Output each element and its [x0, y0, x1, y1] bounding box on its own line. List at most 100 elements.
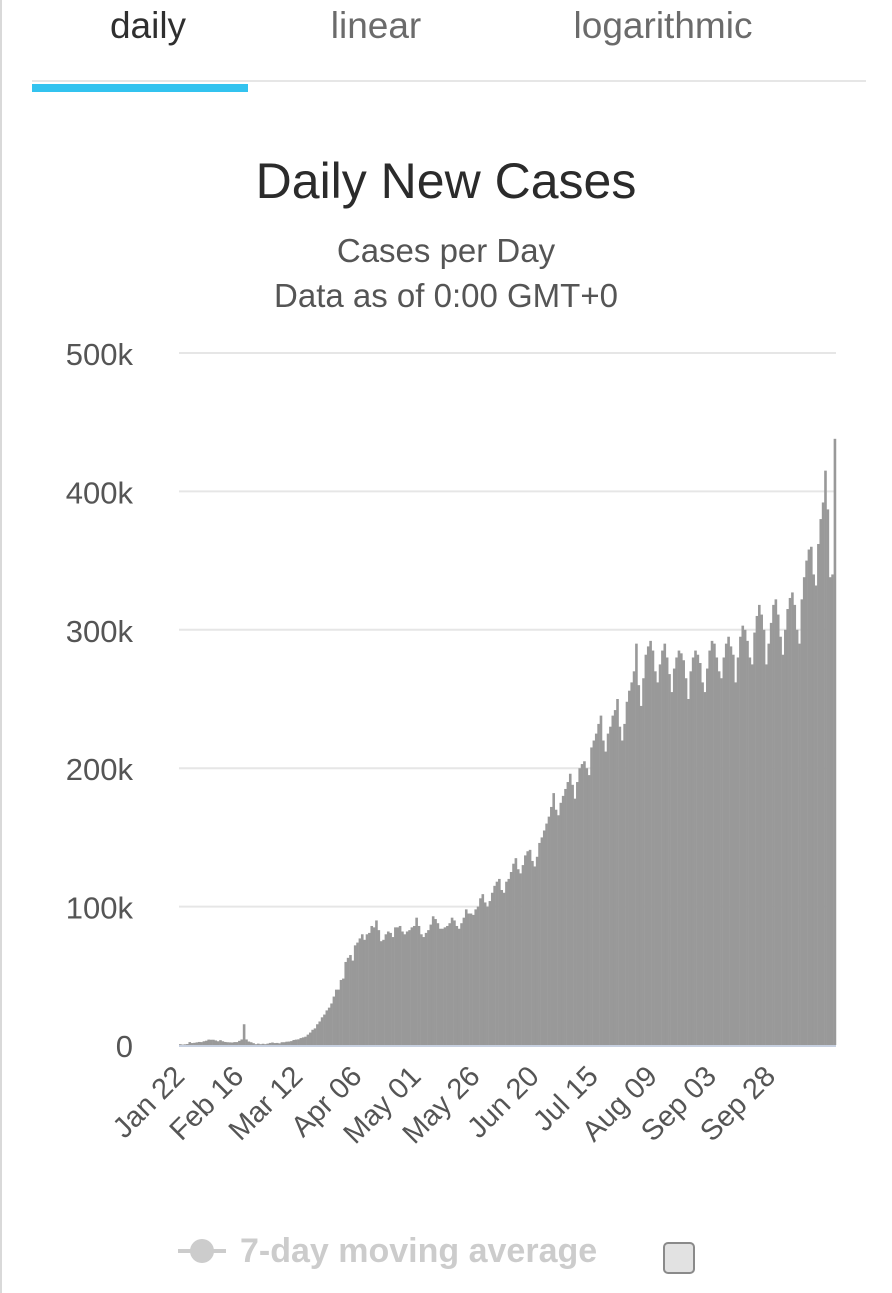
bar	[713, 643, 716, 1045]
legend-moving-average[interactable]: 7-day moving average	[178, 1228, 597, 1274]
bar	[545, 823, 548, 1045]
bar	[661, 650, 664, 1045]
bar	[197, 1041, 201, 1045]
bar	[564, 788, 567, 1045]
bar	[216, 1041, 220, 1045]
bar	[793, 604, 797, 1045]
bar	[670, 692, 674, 1045]
bar	[729, 646, 733, 1045]
bar	[602, 740, 605, 1045]
bar	[207, 1039, 210, 1045]
legend-label: 7-day moving average	[240, 1231, 598, 1270]
tab-logarithmic[interactable]: logarithmic	[573, 5, 753, 46]
bar	[420, 934, 423, 1045]
bar	[576, 782, 579, 1045]
bar	[592, 740, 596, 1045]
bar	[750, 664, 754, 1045]
bar	[252, 1043, 255, 1045]
bar	[524, 855, 527, 1045]
bar	[580, 764, 584, 1045]
bar	[299, 1038, 303, 1045]
bar	[698, 663, 702, 1045]
bar	[755, 615, 759, 1045]
tab-daily[interactable]: daily	[109, 5, 187, 46]
bar	[802, 577, 806, 1045]
bar	[573, 798, 577, 1045]
bar	[639, 705, 643, 1045]
bar	[405, 931, 409, 1045]
bar	[828, 577, 832, 1045]
bar	[271, 1042, 274, 1045]
bar	[760, 614, 763, 1045]
bar	[826, 509, 830, 1045]
bar	[256, 1043, 260, 1045]
bar	[734, 682, 737, 1045]
bar	[474, 909, 478, 1045]
moving-average-checkbox[interactable]	[663, 1242, 695, 1274]
bar	[221, 1041, 225, 1045]
bar	[776, 614, 780, 1045]
bar	[334, 989, 338, 1045]
bar	[179, 1044, 182, 1045]
bar	[469, 913, 473, 1045]
bar	[318, 1021, 322, 1045]
bar	[344, 961, 348, 1045]
bar	[230, 1042, 234, 1045]
bar	[379, 941, 383, 1045]
chart-tabs: daily linear logarithmic	[32, 0, 866, 94]
bar	[578, 768, 582, 1045]
bar	[259, 1044, 262, 1045]
bar	[223, 1041, 227, 1045]
bar	[701, 682, 704, 1045]
bar	[242, 1024, 246, 1045]
bar	[557, 815, 560, 1045]
bar	[694, 650, 697, 1045]
bar	[417, 925, 421, 1045]
bar	[212, 1039, 215, 1045]
bar	[706, 668, 709, 1045]
bar	[696, 654, 700, 1045]
bar	[531, 860, 534, 1045]
bar	[798, 643, 801, 1045]
bar	[327, 1007, 331, 1045]
bar	[691, 657, 695, 1045]
bar	[535, 856, 539, 1045]
bar	[304, 1036, 307, 1045]
bar	[786, 609, 789, 1045]
bar	[788, 597, 792, 1045]
bar	[587, 775, 591, 1045]
bar	[703, 692, 707, 1045]
bar	[438, 928, 442, 1045]
bar	[495, 881, 499, 1045]
tab-linear[interactable]: linear	[330, 5, 422, 46]
bar	[658, 664, 662, 1045]
bar	[795, 629, 799, 1045]
bar	[632, 671, 636, 1045]
bar	[434, 919, 437, 1045]
bar	[330, 1003, 333, 1045]
bar	[528, 849, 532, 1045]
bar	[422, 937, 426, 1045]
bar	[784, 629, 787, 1045]
y-tick-label: 400k	[66, 475, 134, 510]
page-left-border	[0, 0, 2, 1293]
bar	[765, 664, 768, 1045]
bar	[320, 1017, 324, 1045]
bar	[512, 863, 515, 1045]
bar	[287, 1041, 291, 1045]
bar	[490, 892, 494, 1045]
y-tick-label: 500k	[66, 337, 134, 372]
bar	[781, 654, 785, 1045]
bar	[398, 925, 402, 1045]
bar	[594, 733, 598, 1045]
bar	[377, 930, 381, 1045]
bar	[625, 701, 629, 1045]
bar	[226, 1042, 229, 1045]
bar	[831, 574, 834, 1045]
bar	[481, 894, 485, 1045]
bar	[453, 920, 456, 1045]
bar	[247, 1041, 251, 1045]
bar	[238, 1040, 241, 1045]
bar	[554, 809, 558, 1045]
